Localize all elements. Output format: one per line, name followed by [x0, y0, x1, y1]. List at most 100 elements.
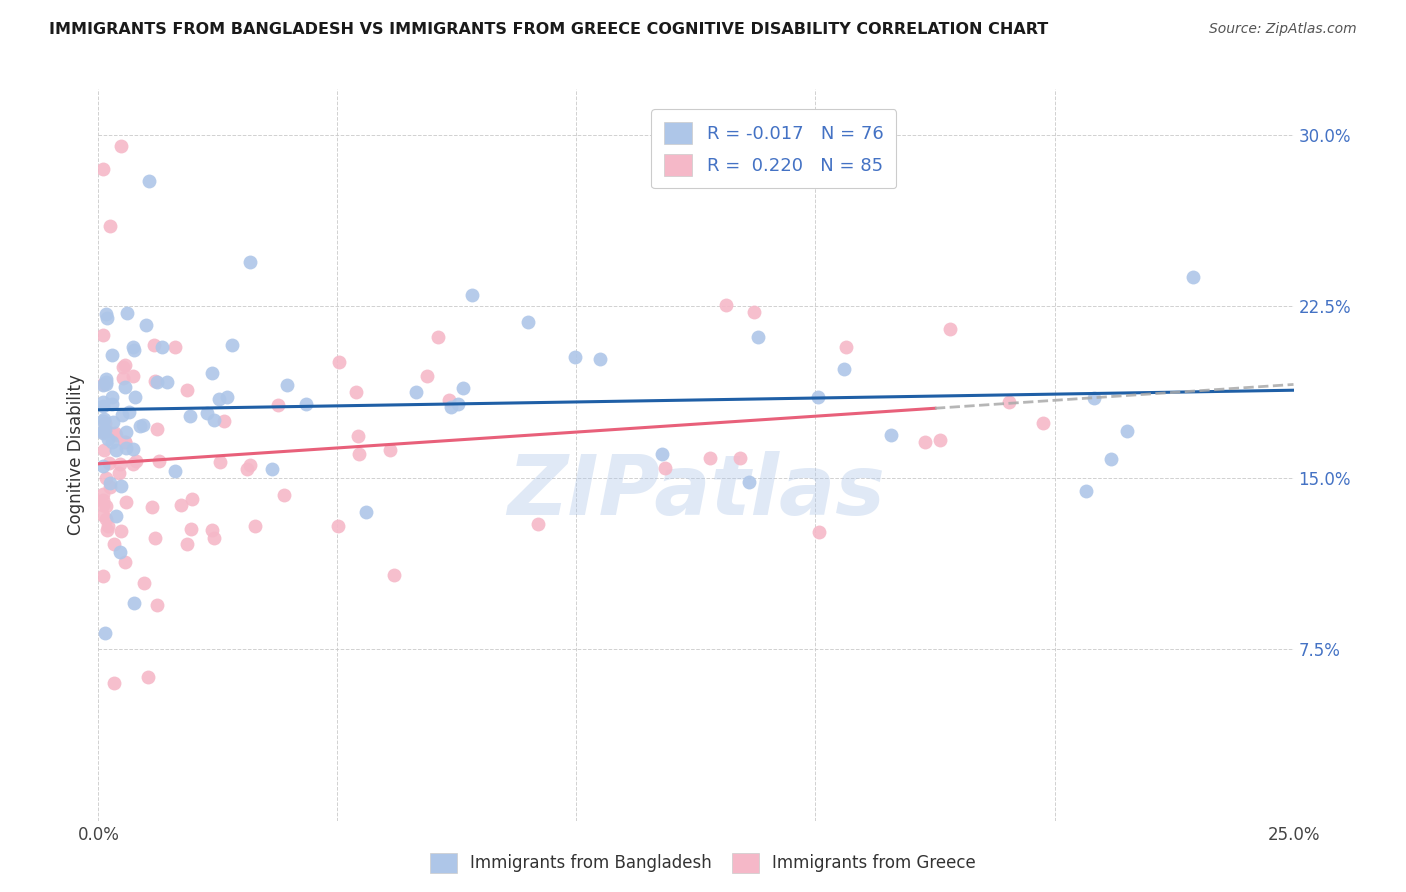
Point — [730, 450, 752, 465]
Point — [217, 390, 239, 404]
Point — [129, 419, 152, 434]
Point — [150, 340, 173, 354]
Point — [156, 375, 179, 389]
Point — [98, 476, 121, 491]
Point — [146, 598, 169, 612]
Point — [651, 447, 673, 461]
Point — [427, 330, 450, 344]
Point — [122, 458, 145, 472]
Point — [526, 516, 548, 531]
Point — [747, 330, 769, 344]
Point — [835, 340, 858, 354]
Point — [91, 569, 114, 583]
Point — [1099, 452, 1122, 467]
Point — [165, 464, 187, 478]
Point — [405, 385, 427, 400]
Point — [146, 422, 169, 436]
Point — [1032, 416, 1054, 430]
Point — [96, 310, 118, 325]
Point — [115, 306, 138, 320]
Point — [997, 395, 1019, 409]
Point — [114, 555, 136, 569]
Point — [738, 475, 761, 490]
Point — [115, 441, 138, 455]
Point — [115, 425, 138, 439]
Point — [115, 495, 138, 509]
Point — [103, 537, 125, 551]
Point — [382, 568, 405, 582]
Point — [136, 670, 159, 684]
Point — [91, 395, 114, 409]
Point — [239, 458, 262, 472]
Point — [91, 498, 114, 512]
Point — [453, 381, 475, 395]
Point — [294, 397, 316, 411]
Point — [93, 378, 115, 392]
Point — [134, 318, 156, 332]
Point — [114, 435, 136, 450]
Point — [124, 390, 146, 404]
Point — [807, 390, 830, 404]
Y-axis label: Cognitive Disability: Cognitive Disability — [67, 375, 86, 535]
Point — [110, 479, 132, 493]
Point — [1181, 270, 1204, 285]
Point — [125, 453, 148, 467]
Point — [344, 385, 367, 400]
Point — [141, 500, 163, 515]
Point — [97, 456, 120, 470]
Point — [94, 376, 117, 391]
Point — [447, 397, 470, 411]
Point — [221, 338, 243, 352]
Point — [91, 328, 114, 343]
Point — [94, 423, 117, 437]
Point — [440, 400, 463, 414]
Point — [143, 374, 166, 388]
Point — [138, 173, 160, 187]
Point — [939, 322, 962, 336]
Point — [91, 377, 114, 392]
Point — [101, 435, 124, 450]
Point — [100, 348, 122, 362]
Point — [347, 446, 370, 460]
Point — [134, 575, 156, 590]
Point — [914, 434, 936, 449]
Point — [108, 467, 131, 481]
Point — [91, 486, 114, 500]
Point — [105, 428, 128, 442]
Point — [148, 454, 170, 468]
Point — [243, 519, 266, 533]
Point — [564, 350, 586, 364]
Point — [589, 352, 612, 367]
Point — [96, 523, 118, 537]
Point — [461, 287, 484, 301]
Point — [122, 340, 145, 354]
Point — [110, 139, 132, 153]
Point — [91, 162, 114, 177]
Point — [111, 408, 134, 422]
Point — [201, 366, 224, 380]
Point — [91, 414, 114, 428]
Point — [326, 519, 349, 533]
Point — [807, 524, 830, 539]
Point — [179, 409, 201, 423]
Point — [1074, 483, 1097, 498]
Point — [1083, 392, 1105, 406]
Point — [96, 372, 118, 386]
Point — [94, 512, 117, 526]
Legend: Immigrants from Bangladesh, Immigrants from Greece: Immigrants from Bangladesh, Immigrants f… — [423, 847, 983, 880]
Point — [267, 398, 290, 412]
Point — [929, 433, 952, 447]
Point — [93, 416, 115, 430]
Point — [202, 531, 225, 545]
Point — [101, 415, 124, 429]
Point — [380, 443, 402, 458]
Point — [439, 392, 461, 407]
Point — [100, 390, 122, 404]
Point — [104, 508, 127, 523]
Text: ZIPatlas: ZIPatlas — [508, 451, 884, 532]
Point — [96, 471, 118, 485]
Point — [260, 462, 283, 476]
Point — [699, 450, 721, 465]
Point — [212, 414, 235, 428]
Point — [239, 254, 262, 268]
